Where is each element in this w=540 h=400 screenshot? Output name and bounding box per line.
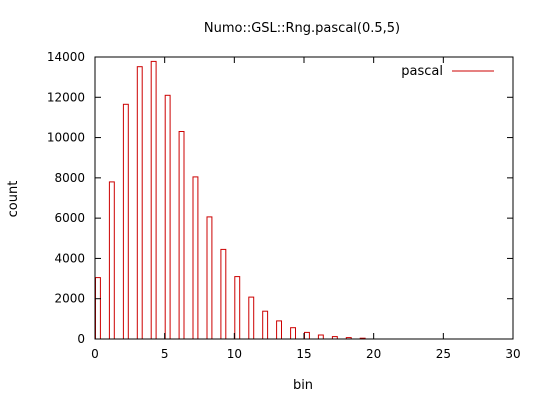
bar-bin-14 bbox=[290, 327, 297, 340]
x-tick-label-5: 5 bbox=[161, 347, 169, 361]
y-tick-label-14000: 14000 bbox=[47, 50, 85, 64]
bar-bin-6 bbox=[178, 131, 185, 340]
x-tick-label-25: 25 bbox=[436, 347, 451, 361]
bars-group bbox=[95, 60, 366, 340]
y-axis-label: count bbox=[6, 181, 21, 218]
bar-bin-12 bbox=[262, 310, 269, 340]
y-tick-label-0: 0 bbox=[77, 332, 85, 346]
x-tick-label-30: 30 bbox=[505, 347, 520, 361]
x-tick-label-0: 0 bbox=[91, 347, 99, 361]
bar-bin-13 bbox=[276, 320, 283, 340]
bar-bin-0 bbox=[95, 277, 101, 340]
y-tick-label-10000: 10000 bbox=[47, 131, 85, 145]
legend: pascal bbox=[401, 64, 494, 79]
y-tick-label-2000: 2000 bbox=[54, 292, 85, 306]
bar-bin-4 bbox=[150, 60, 157, 340]
x-tick-label-20: 20 bbox=[366, 347, 381, 361]
plot-frame bbox=[94, 56, 514, 340]
bar-bin-15 bbox=[304, 331, 310, 340]
chart-title: Numo::GSL::Rng.pascal(0.5,5) bbox=[204, 21, 400, 36]
bar-bin-9 bbox=[220, 248, 227, 340]
y-tick-label-4000: 4000 bbox=[54, 251, 85, 265]
y-tick-label-6000: 6000 bbox=[54, 211, 85, 225]
x-tick-label-10: 10 bbox=[227, 347, 242, 361]
y-tick-label-8000: 8000 bbox=[54, 171, 85, 185]
bar-bin-7 bbox=[192, 176, 199, 340]
bar-bin-2 bbox=[122, 103, 129, 340]
x-axis-label: bin bbox=[293, 378, 313, 393]
bar-bin-1 bbox=[108, 181, 115, 340]
bar-bin-5 bbox=[164, 94, 171, 340]
y-tick-label-12000: 12000 bbox=[47, 90, 85, 104]
legend-label-pascal: pascal bbox=[401, 64, 443, 79]
bar-bin-3 bbox=[136, 66, 143, 340]
ticks-group: 0 5 10 15 20 25 30 0 2000 4000 6000 8000 10000 12000 1… bbox=[47, 50, 521, 361]
bar-bin-11 bbox=[248, 296, 255, 340]
bar-bin-10 bbox=[234, 276, 241, 340]
bar-bin-16 bbox=[317, 334, 324, 340]
x-tick-label-15: 15 bbox=[296, 347, 311, 361]
bar-bin-8 bbox=[206, 216, 213, 340]
